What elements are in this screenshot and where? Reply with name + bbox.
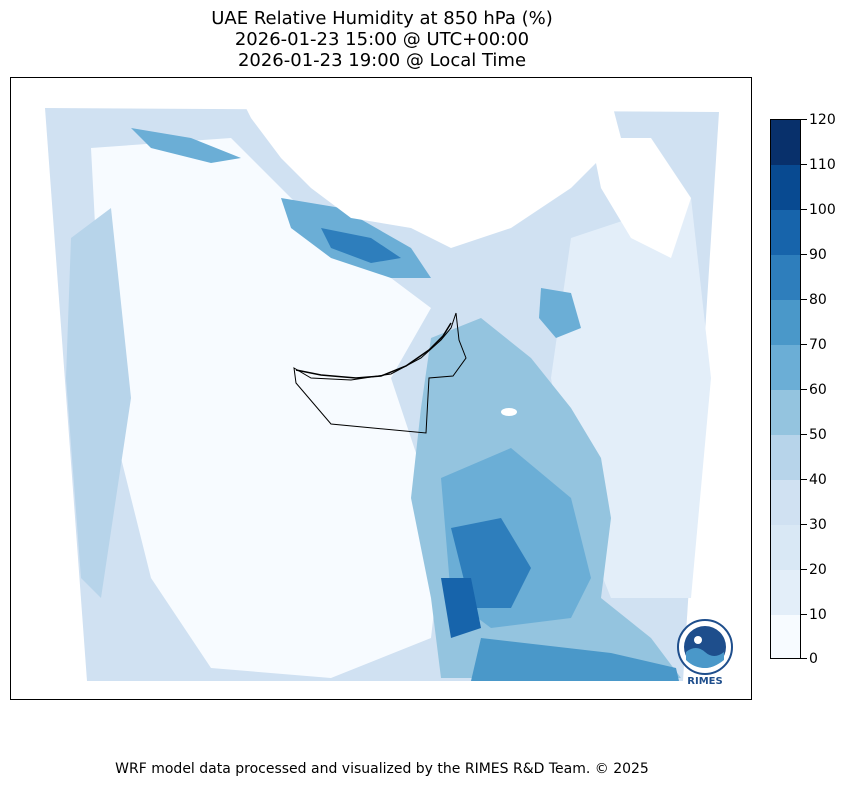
colorbar-label: 120 (809, 112, 836, 128)
colorbar-band (771, 525, 800, 570)
north-moist-core (321, 228, 401, 263)
uae-coast (295, 322, 452, 379)
colorbar-label: 30 (809, 517, 827, 533)
colorbar-band (771, 300, 800, 345)
rimes-logo-text: RIMES (687, 676, 723, 687)
colorbar-label: 90 (809, 247, 827, 263)
colorbar-tick (801, 344, 807, 345)
title-line-2: 2026-01-23 15:00 @ UTC+00:00 (234, 29, 530, 50)
colorbar-band (771, 345, 800, 390)
colorbar-label: 100 (809, 202, 836, 218)
colorbar-tick (801, 254, 807, 255)
colorbar-band (771, 120, 800, 165)
map-frame (10, 77, 752, 700)
colorbar-label: 40 (809, 472, 827, 488)
gulf-moist-patch (539, 288, 581, 338)
colorbar-label: 10 (809, 607, 827, 623)
rimes-logo-emblem (677, 619, 733, 675)
colorbar-label: 20 (809, 562, 827, 578)
colorbar-tick (801, 299, 807, 300)
colorbar-tick (801, 569, 807, 570)
colorbar-tick (801, 119, 807, 120)
colorbar-tick (801, 479, 807, 480)
nw-moist-streak (131, 128, 241, 163)
colorbar-band (771, 615, 800, 658)
footer-credit: WRF model data processed and visualized … (115, 761, 649, 777)
colorbar-tick (801, 658, 807, 659)
colorbar-label: 110 (809, 157, 836, 173)
colorbar-band (771, 570, 800, 615)
colorbar-band (771, 165, 800, 210)
colorbar-band (771, 390, 800, 435)
terrain-mask-north (241, 98, 621, 248)
humidity-map (45, 98, 719, 681)
rimes-logo: RIMES (676, 618, 734, 690)
dry-region (91, 138, 441, 678)
title-line-3: 2026-01-23 19:00 @ Local Time (237, 50, 527, 71)
colorbar-tick (801, 524, 807, 525)
terrain-mask-ne (591, 138, 691, 258)
colorbar-band (771, 210, 800, 255)
light-band-west (66, 208, 131, 598)
colorbar-band (771, 435, 800, 480)
colorbar-tick (801, 389, 807, 390)
colorbar-tick (801, 164, 807, 165)
title-line-1: UAE Relative Humidity at 850 hPa (%) (211, 8, 553, 29)
colorbar-label: 80 (809, 292, 827, 308)
colorbar-label: 70 (809, 337, 827, 353)
colorbar-band (771, 255, 800, 300)
colorbar-tick (801, 209, 807, 210)
colorbar-band (771, 480, 800, 525)
moist-south (471, 638, 679, 681)
moist-core-3 (441, 578, 481, 638)
colorbar-tick (801, 434, 807, 435)
colorbar-label: 60 (809, 382, 827, 398)
colorbar-label: 50 (809, 427, 827, 443)
map-title: UAE Relative Humidity at 850 hPa (%) 202… (0, 8, 764, 71)
colorbar (770, 119, 801, 659)
terrain-mask-dot (501, 408, 517, 416)
colorbar-tick (801, 614, 807, 615)
colorbar-label: 0 (809, 651, 818, 667)
